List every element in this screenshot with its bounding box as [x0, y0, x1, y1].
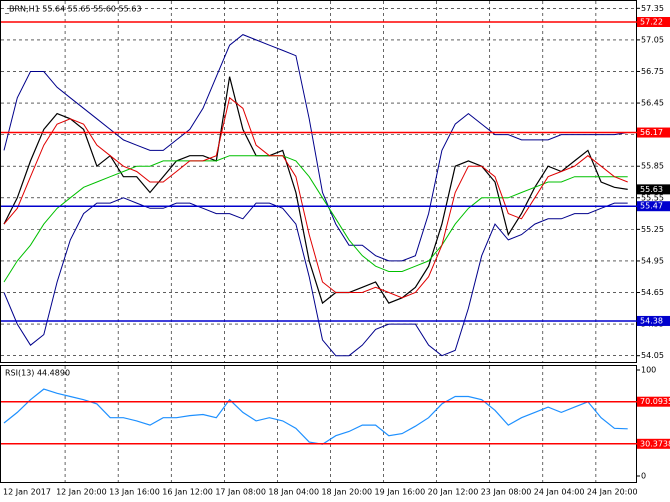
level-label: 30.3738 [640, 439, 670, 448]
level-label: 56.17 [640, 128, 663, 137]
level-label: 70.0935 [640, 397, 670, 406]
price-panel [0, 0, 637, 363]
x-tick-label: 20 Jan 12:00 [428, 488, 479, 497]
x-tick-label: 19 Jan 16:00 [375, 488, 426, 497]
rsi-panel [0, 365, 637, 483]
chart-title: _BRN,H1 55.64 55.65 55.60 55.63 [4, 5, 141, 14]
x-tick-label: 12 Jan 2017 [3, 488, 51, 497]
level-tag [637, 127, 670, 138]
price-tag [637, 184, 670, 195]
y-tick-label: 54.65 [641, 288, 664, 297]
level-tag [637, 201, 670, 212]
x-tick-label: 16 Jan 12:00 [162, 488, 213, 497]
x-tick-label: 23 Jan 08:00 [481, 488, 532, 497]
level-label: 55.47 [640, 202, 663, 211]
y-tick-label: 55.25 [641, 225, 664, 234]
y-tick-label: 56.75 [641, 67, 664, 76]
series-line [3, 96, 628, 299]
x-tick-label: 17 Jan 08:00 [215, 488, 266, 497]
level-tag [637, 315, 670, 326]
y-tick-label: 56.45 [641, 99, 664, 108]
x-tick-label: 24 Jan 20:00 [587, 488, 638, 497]
rsi-title: RSI(13) 44.4890 [5, 369, 70, 378]
level-tag [637, 438, 670, 449]
series-line [3, 155, 628, 283]
y-tick-label: 54.95 [641, 256, 664, 265]
y-tick-label: 0 [641, 472, 646, 481]
level-tag [637, 396, 670, 407]
series-line [3, 76, 628, 305]
x-tick-label: 13 Jan 16:00 [109, 488, 160, 497]
level-tag [637, 17, 670, 27]
series-line [3, 197, 628, 357]
series-line [3, 34, 628, 262]
x-tick-label: 24 Jan 04:00 [534, 488, 585, 497]
level-label: 54.38 [640, 316, 663, 325]
y-tick-label: 54.05 [641, 351, 664, 360]
series-line [3, 388, 628, 445]
y-tick-label: 55.85 [641, 162, 664, 171]
x-tick-label: 12 Jan 20:00 [56, 488, 107, 497]
x-tick-label: 18 Jan 20:00 [321, 488, 372, 497]
y-tick-label: 57.05 [641, 35, 664, 44]
y-tick-label: 57.35 [641, 4, 664, 13]
y-tick-label: 100 [641, 366, 656, 375]
y-tick-label: 55.55 [641, 193, 664, 202]
level-label: 57.22 [640, 18, 663, 27]
price-label: 55.63 [640, 185, 663, 194]
x-tick-label: 18 Jan 04:00 [268, 488, 319, 497]
